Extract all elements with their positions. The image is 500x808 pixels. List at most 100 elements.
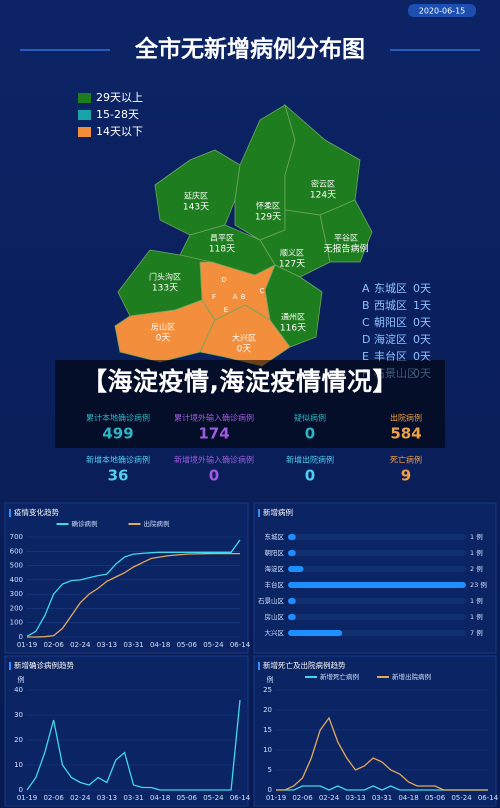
- district-status: 116天: [280, 324, 306, 334]
- legend-label: 出院病例: [144, 519, 170, 528]
- date-tag: [408, 4, 476, 17]
- district-status: 129天: [255, 213, 281, 223]
- bar-track: [288, 566, 466, 572]
- district-name: 平谷区: [334, 234, 358, 243]
- stat-label: 累计境外输入确诊病例: [174, 413, 254, 423]
- title-marker: [258, 662, 260, 670]
- stat-label: 死亡病例: [390, 455, 422, 465]
- y-tick-label: 20: [14, 736, 23, 744]
- list-status: 0天: [413, 282, 431, 295]
- district-status: 143天: [183, 203, 209, 213]
- y-tick-label: 石景山区: [258, 596, 285, 605]
- x-tick-label: 03-31: [372, 794, 392, 802]
- x-tick-label: 03-13: [97, 794, 117, 802]
- title-marker: [258, 509, 260, 517]
- x-tick-label: 02-06: [43, 641, 64, 649]
- stat-label: 新增境外输入确诊病例: [174, 455, 254, 465]
- series-line: [27, 552, 240, 638]
- value-label: 7 例: [470, 628, 483, 637]
- panel: [4, 502, 249, 654]
- bar: [288, 550, 296, 556]
- bar-track: [288, 534, 466, 540]
- value-label: 1 例: [470, 532, 483, 541]
- x-tick-label: 02-06: [292, 794, 313, 802]
- bar: [288, 614, 296, 620]
- stat-label: 出院病例: [390, 413, 422, 423]
- list-letter: B: [362, 299, 370, 312]
- stat-label: 累计本地确诊病例: [86, 413, 150, 423]
- x-tick-label: 05-24: [203, 794, 224, 802]
- list-status: 0天: [413, 316, 431, 329]
- panel: [4, 655, 249, 807]
- x-tick-label: 01-19: [266, 794, 286, 802]
- y-tick-label: 0: [19, 633, 23, 641]
- x-tick-label: 06-14: [478, 794, 499, 802]
- y-tick-label: 30: [14, 711, 23, 719]
- y-tick-label: 0: [19, 786, 23, 794]
- bar-track: [288, 614, 466, 620]
- district-name: 大兴区: [232, 333, 256, 343]
- y-tick-label: 10: [14, 761, 23, 769]
- y-tick-label: 100: [10, 619, 23, 627]
- x-tick-label: 04-18: [398, 794, 418, 802]
- list-name: 丰台区: [374, 349, 407, 363]
- stat-value: 0: [305, 425, 315, 443]
- legend-swatch: [78, 93, 91, 103]
- legend-swatch: [78, 110, 91, 120]
- title: 全市无新增病例分布图: [134, 36, 365, 63]
- district-status: 0天: [156, 334, 171, 344]
- y-tick-label: 25: [263, 686, 272, 694]
- y-tick-label: 15: [263, 726, 272, 734]
- stat-value: 0: [305, 467, 315, 485]
- district-status: 133天: [152, 284, 178, 294]
- bar: [288, 630, 343, 636]
- x-tick-label: 03-31: [123, 794, 143, 802]
- series-line: [26, 539, 241, 637]
- y-tick-label: 200: [10, 604, 23, 612]
- y-tick-label: 300: [10, 590, 23, 598]
- y-tick-label: 20: [263, 706, 272, 714]
- legend-swatch: [78, 127, 91, 137]
- x-tick-label: 04-18: [150, 794, 170, 802]
- chart-title: 疫情变化趋势: [14, 507, 59, 517]
- urban-letter: C: [260, 287, 265, 295]
- y-tick-label: 0: [268, 786, 272, 794]
- list-name: 朝阳区: [374, 316, 407, 329]
- stat-value: 36: [108, 467, 129, 485]
- x-tick-label: 02-24: [70, 794, 91, 802]
- district-name: 通州区: [281, 312, 305, 322]
- panel: [253, 502, 497, 654]
- bar-track: [288, 550, 466, 556]
- value-label: 1 例: [470, 612, 483, 621]
- urban-letter: B: [241, 293, 246, 301]
- y-unit: 例: [267, 675, 274, 684]
- stat-label: 疑似病例: [294, 413, 326, 423]
- list-status: 0天: [413, 333, 431, 346]
- y-tick-label: 大兴区: [265, 628, 285, 637]
- district-status: 127天: [279, 260, 305, 270]
- x-tick-label: 05-24: [203, 641, 224, 649]
- district-status: 124天: [310, 191, 336, 201]
- bar: [288, 566, 304, 572]
- district-name: 顺义区: [280, 249, 304, 258]
- list-letter: D: [362, 333, 370, 346]
- district-status: 无报告病例: [323, 243, 368, 255]
- legend-label: 15-28天: [96, 108, 139, 121]
- date: 2020-06-15: [419, 7, 466, 16]
- x-tick-label: 06-14: [230, 641, 251, 649]
- banner: 【海淀疫情,海淀疫情情况】: [82, 367, 398, 396]
- title-marker: [9, 509, 11, 517]
- urban-area: [199, 261, 276, 321]
- x-tick-label: 05-06: [177, 641, 198, 649]
- x-tick-label: 01-19: [17, 794, 37, 802]
- x-tick-label: 01-19: [17, 641, 37, 649]
- x-tick-label: 06-14: [230, 794, 251, 802]
- y-tick-label: 500: [10, 562, 23, 570]
- y-tick-label: 5: [268, 766, 272, 774]
- chart-title: 新增确诊病例趋势: [14, 660, 74, 670]
- x-tick-label: 02-06: [43, 794, 64, 802]
- legend-label: 新增出院病例: [392, 672, 431, 681]
- stat-label: 新增出院病例: [286, 455, 334, 465]
